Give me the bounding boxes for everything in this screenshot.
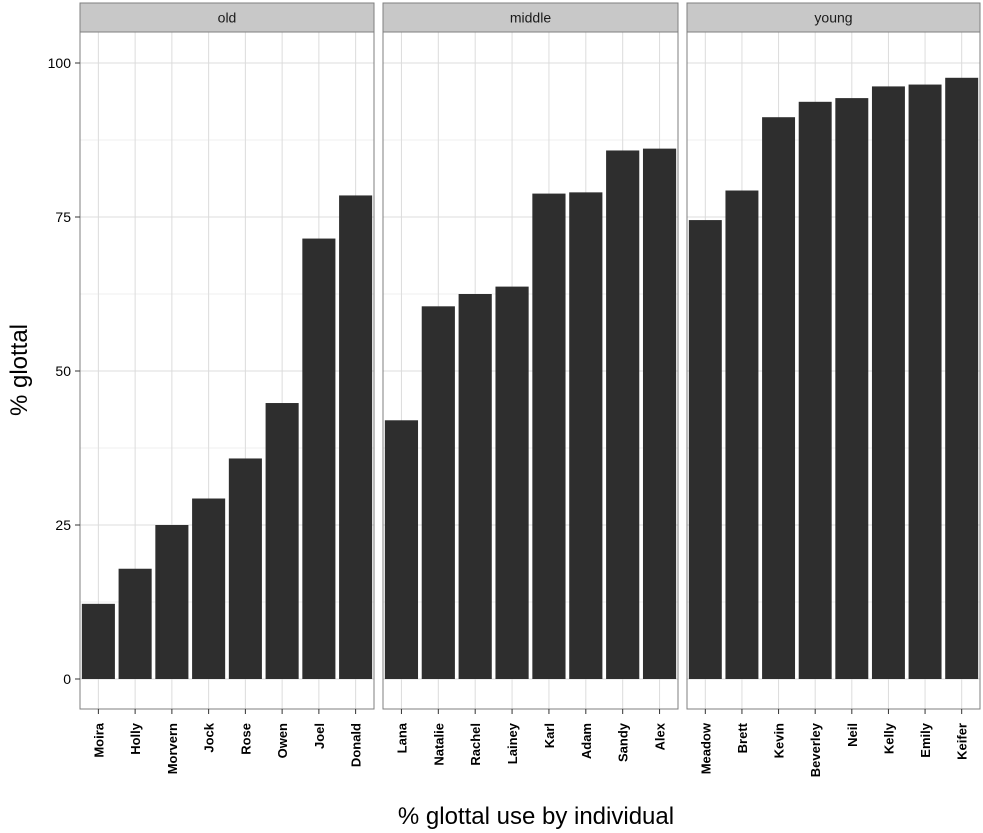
x-tick-label: Alex — [653, 722, 668, 750]
x-tick-label: Donald — [349, 723, 364, 767]
x-tick-label: Emily — [918, 722, 933, 757]
bar-sandy — [606, 150, 640, 680]
bar-lainey — [495, 286, 529, 679]
bar-kelly — [871, 86, 905, 679]
x-tick-label: Jock — [202, 722, 217, 752]
bar-brett — [725, 190, 759, 679]
y-tick-label: 50 — [55, 363, 71, 379]
bar-joel — [302, 238, 336, 679]
facet-strip — [79, 2, 375, 33]
y-axis: 0 25 50 75 100 — [48, 55, 80, 687]
bar-kevin — [762, 117, 796, 679]
y-tick-label: 100 — [48, 55, 72, 71]
bar-morvern — [155, 525, 189, 679]
x-tick-label: Moira — [91, 722, 106, 757]
bar-moira — [81, 603, 115, 679]
x-tick-label: Adam — [579, 723, 594, 759]
x-tick-label: Rachel — [468, 723, 483, 766]
facet-strip-label: young — [814, 10, 852, 26]
facet-panels: old Moira Holly Morvern Jock Rose Owen Joel Dona… — [79, 2, 981, 777]
bar-beverley — [798, 101, 832, 680]
bar-natalie — [421, 306, 455, 679]
x-tick-label: Meadow — [698, 722, 713, 774]
bar-meadow — [688, 220, 722, 679]
facet-strip-label: middle — [510, 10, 551, 26]
y-axis-title: % glottal — [6, 324, 33, 416]
x-tick-label: Lana — [394, 722, 409, 753]
x-tick-label: Lainey — [505, 722, 520, 764]
panel-border — [686, 31, 981, 710]
x-tick-label: Brett — [735, 722, 750, 753]
x-tick-label: Neil — [845, 723, 860, 747]
x-tick-label: Morvern — [165, 723, 180, 774]
x-tick-label: Beverley — [808, 722, 823, 777]
bar-alex — [642, 148, 677, 679]
facet-panel-young: young Meadow Brett Kevin Beverley Neil Kelly Em… — [686, 2, 981, 777]
x-tick-label: Holly — [128, 722, 143, 755]
x-tick-label: Owen — [275, 723, 290, 758]
x-axis-title: % glottal use by individual — [398, 803, 674, 830]
bar-rachel — [458, 294, 492, 679]
bar-jock — [192, 498, 226, 679]
bar-lana — [384, 420, 419, 679]
x-tick-label: Karl — [542, 723, 557, 748]
x-tick-label: Joel — [312, 723, 327, 749]
facet-panel-old: old Moira Holly Morvern Jock Rose Owen Joel Dona… — [79, 2, 375, 774]
bar-owen — [265, 403, 299, 679]
bar-keifer — [945, 77, 979, 679]
x-tick-label: Natalie — [431, 723, 446, 766]
x-tick-label: Rose — [238, 723, 253, 755]
bar-adam — [569, 192, 603, 680]
bar-rose — [228, 458, 262, 679]
bar-emily — [908, 84, 942, 679]
x-tick-label: Sandy — [616, 722, 631, 762]
x-tick-label: Kelly — [881, 722, 896, 754]
bar-donald — [339, 195, 373, 679]
x-tick-label: Keifer — [955, 723, 970, 760]
facet-strip — [686, 2, 981, 33]
panel-border — [382, 31, 679, 710]
bar-holly — [118, 568, 152, 679]
facet-panel-middle: middle Lana Natalie Rachel Lainey Karl Adam San… — [382, 2, 679, 766]
x-tick-label: Kevin — [772, 723, 787, 758]
bar-neil — [835, 98, 869, 679]
facet-strip-label: old — [218, 10, 237, 26]
bar-karl — [532, 193, 566, 680]
y-tick-label: 25 — [55, 517, 71, 533]
y-tick-label: 75 — [55, 209, 71, 225]
y-tick-label: 0 — [63, 671, 71, 687]
